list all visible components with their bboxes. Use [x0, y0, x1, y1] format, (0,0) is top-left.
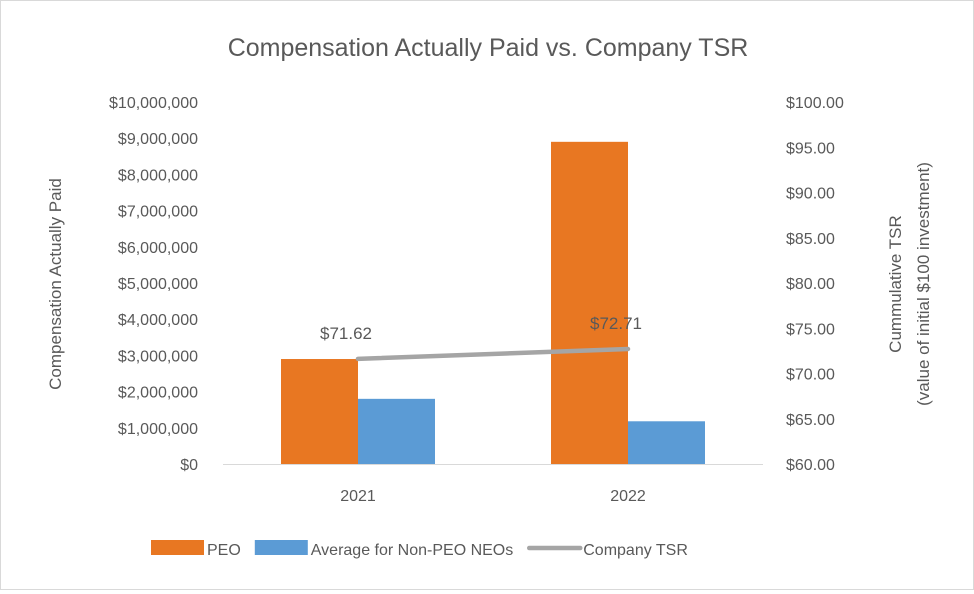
legend: PEO Average for Non-PEO NEOs Company TSR: [151, 540, 688, 559]
data-label-tsr-2022: $72.71: [590, 314, 642, 333]
data-label-tsr-2021: $71.62: [320, 324, 372, 343]
y2-tick-label: $80.00: [786, 276, 835, 293]
legend-swatch-average-for-non-peo-neos: [254, 540, 308, 555]
y2-tick-label: $90.00: [786, 186, 835, 203]
bar-average-for-non-peo-neos-2022: [628, 421, 705, 464]
legend-label-peo: PEO: [207, 542, 241, 559]
y-tick-label: $4,000,000: [118, 312, 198, 329]
y2-tick-label: $65.00: [786, 412, 835, 429]
y-tick-label: $1,000,000: [118, 421, 198, 438]
y2-tick-label: $60.00: [786, 457, 835, 474]
y2-axis-title-line1: Cummulative TSR: [886, 215, 905, 353]
plot-area: $0 $1,000,000 $2,000,000 $3,000,000 $4,000,0…: [109, 95, 844, 505]
y-tick-label: $0: [180, 457, 198, 474]
y2-tick-label: $70.00: [786, 367, 835, 384]
chart-title: Compensation Actually Paid vs. Company T…: [228, 34, 749, 62]
y-tick-label: $9,000,000: [118, 131, 198, 148]
y-tick-label: $8,000,000: [118, 167, 198, 184]
y-tick-label: $10,000,000: [109, 95, 198, 112]
bar-average-for-non-peo-neos-2021: [358, 398, 435, 464]
bar-peo-2021: [281, 359, 358, 464]
legend-swatch-peo: [151, 540, 204, 555]
y2-tick-label: $95.00: [786, 140, 835, 157]
y-axis-title: Compensation Actually Paid: [46, 178, 65, 390]
y-tick-label: $5,000,000: [118, 276, 198, 293]
legend-label-average-for-non-peo-neos: Average for Non-PEO NEOs: [311, 542, 513, 559]
y-tick-label: $3,000,000: [118, 348, 198, 365]
legend-label-company-tsr: Company TSR: [583, 542, 688, 559]
y2-tick-label: $75.00: [786, 321, 835, 338]
y2-tick-label: $100.00: [786, 95, 844, 112]
y-tick-label: $7,000,000: [118, 204, 198, 221]
x-tick-label: 2022: [610, 488, 646, 505]
y2-tick-label: $85.00: [786, 231, 835, 248]
bar-peo-2022: [551, 141, 628, 464]
y-tick-label: $6,000,000: [118, 240, 198, 257]
x-tick-label: 2021: [340, 488, 376, 505]
y-tick-label: $2,000,000: [118, 385, 198, 402]
y2-axis-title-line2: (value of initial $100 investment): [914, 162, 933, 406]
line-company-tsr: [355, 346, 631, 362]
